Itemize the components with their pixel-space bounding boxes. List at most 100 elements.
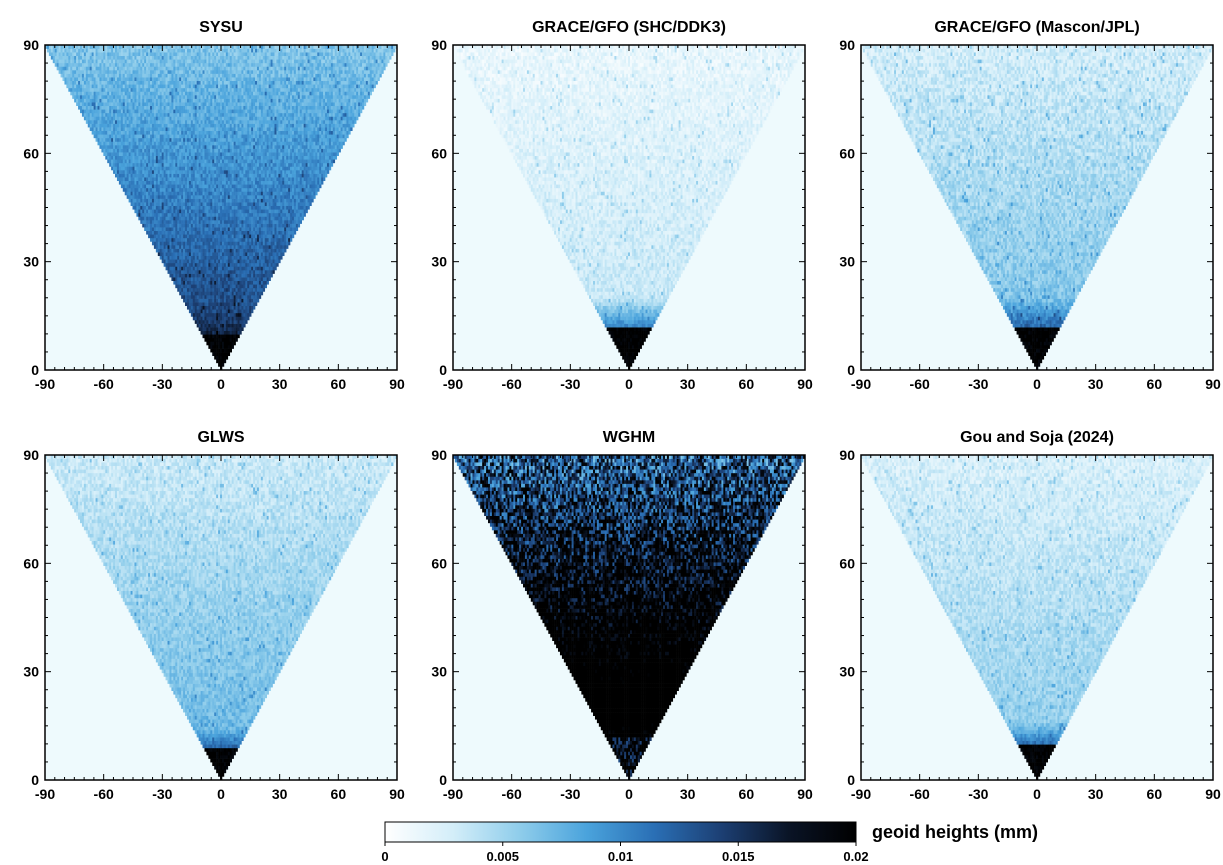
heat-cell <box>231 123 234 128</box>
heat-cell <box>229 280 232 285</box>
heat-cell <box>293 130 297 135</box>
heat-cell <box>237 212 240 217</box>
heat-cell <box>336 145 339 149</box>
heat-cell <box>313 130 316 135</box>
heat-cell <box>171 180 174 185</box>
heat-cell <box>260 205 264 210</box>
heat-cell <box>210 191 213 196</box>
heat-cell <box>218 248 221 253</box>
heat-cell <box>212 302 215 307</box>
heat-cell <box>190 145 194 149</box>
heat-cell <box>220 323 223 328</box>
heat-cell <box>161 195 164 199</box>
heat-cell <box>208 266 211 271</box>
heat-cell <box>173 159 176 164</box>
heat-cell <box>185 198 188 203</box>
heat-cell <box>186 152 190 157</box>
heat-cell <box>198 252 201 257</box>
heat-cell <box>251 145 254 149</box>
heat-cell <box>204 287 207 292</box>
heat-cell <box>284 159 287 164</box>
heat-cell <box>313 141 316 146</box>
heat-cell <box>151 152 155 157</box>
heat-cell <box>167 187 170 192</box>
heat-cell <box>173 209 176 214</box>
heat-cell <box>155 141 159 146</box>
heat-cell <box>220 159 223 164</box>
heat-cell <box>309 145 312 149</box>
heat-cell <box>229 287 232 292</box>
heat-cell <box>165 223 168 228</box>
heat-cell <box>256 162 260 167</box>
heat-cell <box>227 216 231 221</box>
heat-cell <box>204 180 207 185</box>
heat-cell <box>210 120 213 124</box>
heat-cell <box>192 241 196 246</box>
heat-cell <box>256 173 260 178</box>
heat-cell <box>235 166 238 171</box>
heat-cell <box>249 277 252 282</box>
heat-cell <box>173 195 176 199</box>
heat-cell <box>262 230 266 235</box>
heat-cell <box>179 173 182 178</box>
heat-cell <box>272 184 275 189</box>
heat-cell <box>220 280 223 285</box>
heat-cell <box>204 127 207 132</box>
heat-cell <box>235 148 238 153</box>
heat-cell <box>249 137 252 142</box>
heat-cell <box>212 291 215 296</box>
heat-cell <box>111 141 114 146</box>
heat-cell <box>212 223 215 228</box>
heat-cell <box>128 162 131 167</box>
heat-cell <box>194 316 197 321</box>
heat-cell <box>206 291 209 296</box>
heat-cell <box>260 266 264 271</box>
heat-cell <box>120 116 124 121</box>
heat-cell <box>221 155 225 160</box>
heat-cell <box>262 134 266 139</box>
heat-cell <box>299 127 302 132</box>
heat-cell <box>278 245 281 249</box>
heat-cell <box>251 223 254 228</box>
heat-cell <box>276 123 279 128</box>
heat-cell <box>255 209 258 214</box>
heat-cell <box>280 187 283 192</box>
heat-cell <box>159 212 162 217</box>
heat-cell <box>258 141 262 146</box>
heat-cell <box>173 180 176 185</box>
heat-cell <box>186 116 190 121</box>
heat-cell <box>270 220 273 224</box>
heat-cell <box>208 187 211 192</box>
heat-cell <box>305 134 308 139</box>
heat-cell <box>272 270 275 274</box>
heat-cell <box>334 148 338 153</box>
heat-cell <box>142 198 145 203</box>
heat-cell <box>202 230 205 235</box>
heat-cell <box>229 277 232 282</box>
heat-cell <box>214 312 217 317</box>
heat-cell <box>290 141 293 146</box>
heat-cell <box>202 180 205 185</box>
heat-cell <box>221 287 225 292</box>
heat-cell <box>175 152 178 157</box>
heat-cell <box>134 134 137 139</box>
heat-cell <box>186 198 190 203</box>
heat-cell <box>157 134 161 139</box>
heat-cell <box>301 184 304 189</box>
heat-cell <box>161 166 164 171</box>
heat-cell <box>295 173 299 178</box>
heat-cell <box>227 302 231 307</box>
heat-cell <box>202 173 205 178</box>
heat-cell <box>280 145 283 149</box>
heat-cell <box>274 209 277 214</box>
heat-cell <box>243 309 246 314</box>
heat-cell <box>159 130 162 135</box>
heat-cell <box>288 241 291 246</box>
heat-cell <box>151 209 155 214</box>
heat-cell <box>190 184 194 189</box>
heat-cell <box>216 287 219 292</box>
heat-cell <box>338 134 341 139</box>
heat-cell <box>264 187 267 192</box>
heat-cell <box>293 195 297 199</box>
heat-cell <box>204 320 207 324</box>
